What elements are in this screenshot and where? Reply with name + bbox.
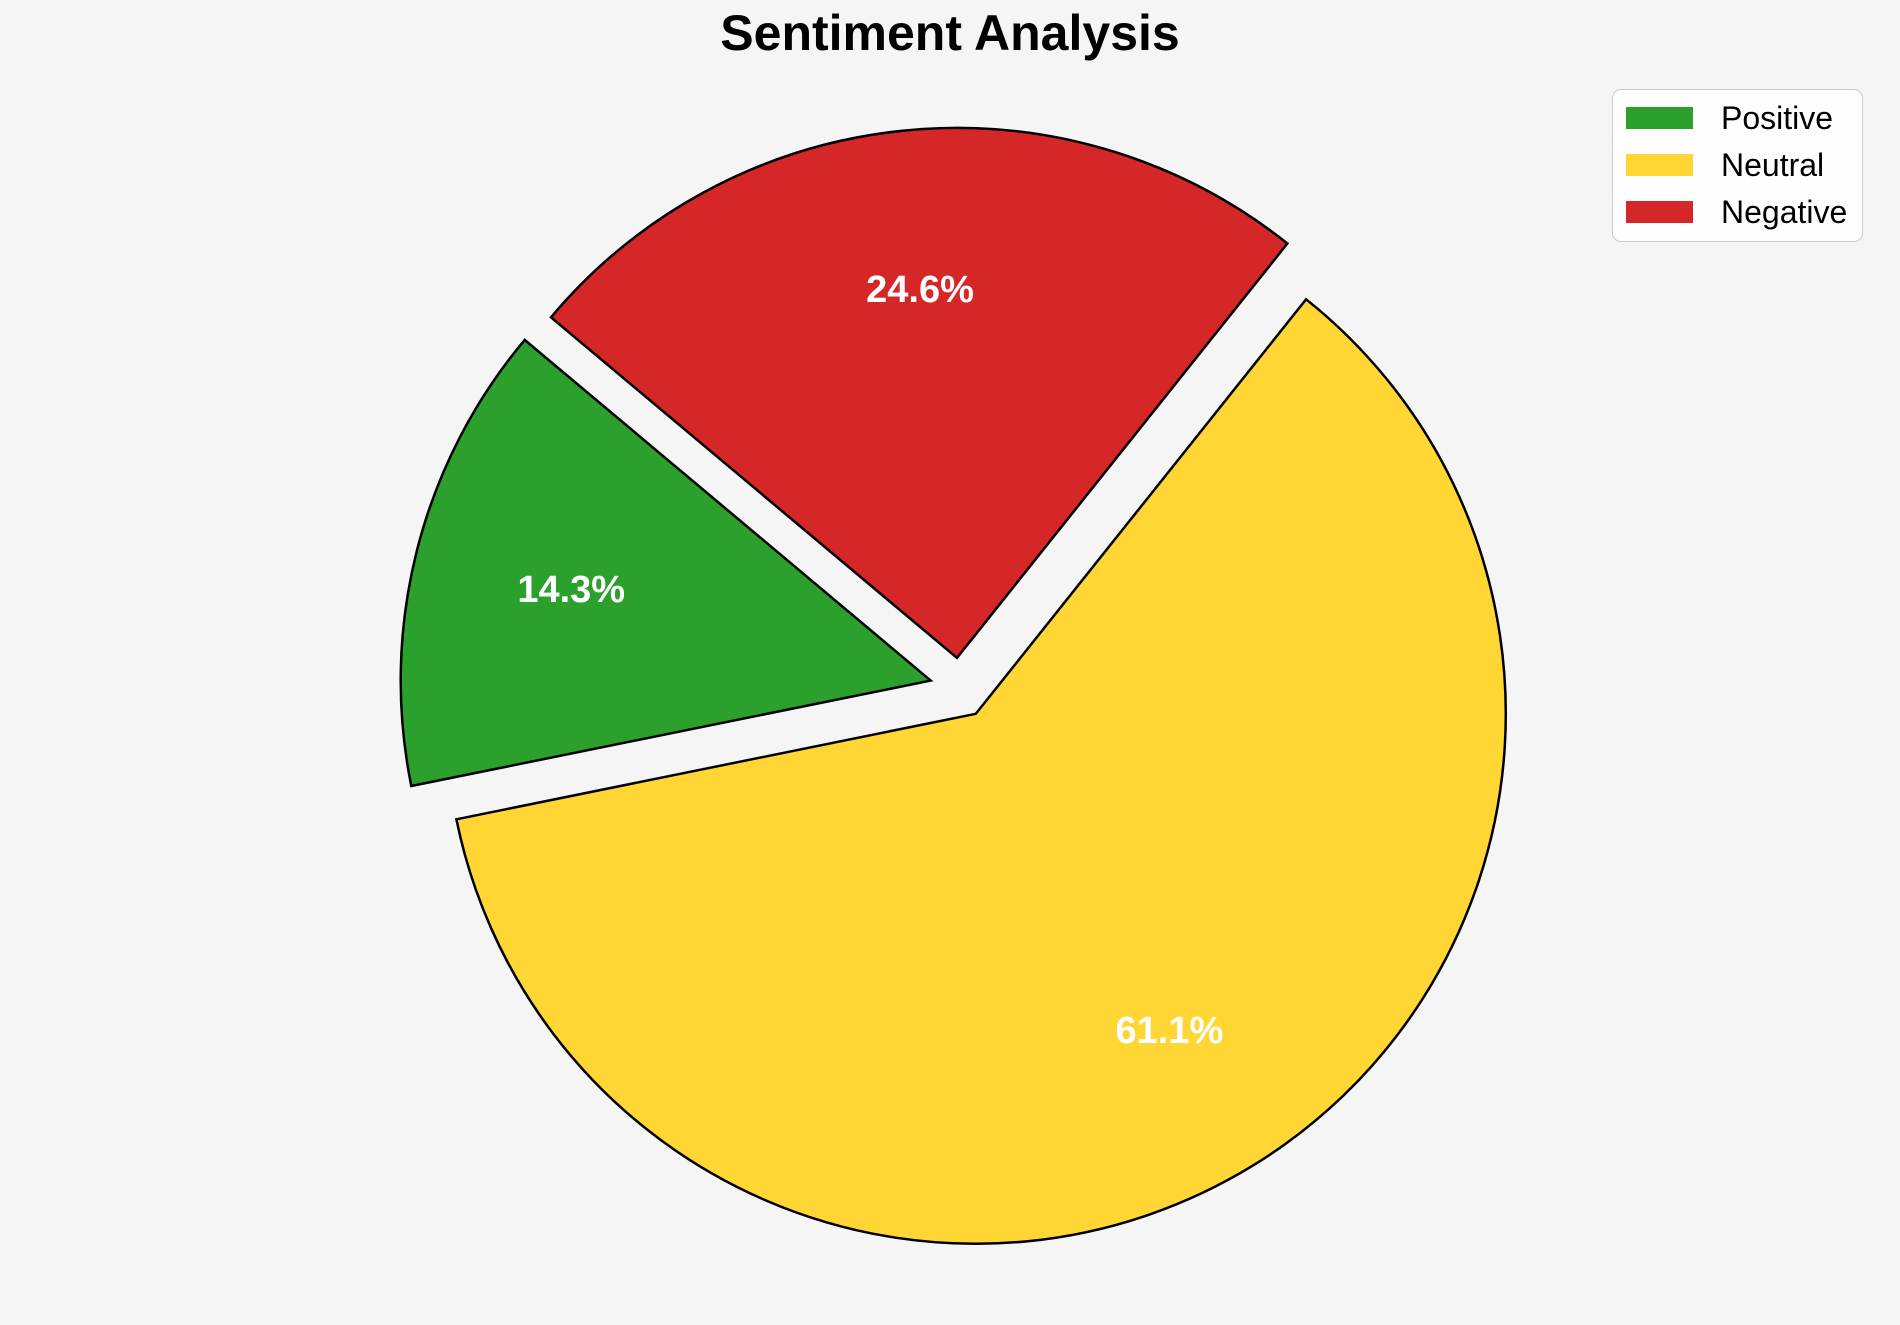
pie-label-positive: 14.3%	[517, 569, 625, 611]
pie-label-negative: 24.6%	[866, 269, 974, 311]
pie-label-neutral: 61.1%	[1116, 1010, 1224, 1052]
legend: Positive Neutral Negative	[1612, 89, 1863, 242]
legend-swatch-negative	[1626, 200, 1693, 223]
pie-slice-positive	[399, 338, 934, 788]
legend-label-positive: Positive	[1721, 99, 1834, 136]
legend-swatch-neutral	[1626, 153, 1693, 176]
chart-title: Sentiment Analysis	[720, 5, 1180, 61]
legend-swatch-positive	[1626, 106, 1693, 129]
legend-item-negative: Negative	[1626, 188, 1862, 235]
legend-item-positive: Positive	[1626, 94, 1862, 141]
legend-label-negative: Negative	[1721, 193, 1848, 230]
pie-slice-neutral	[454, 297, 1508, 1246]
legend-label-neutral: Neutral	[1721, 146, 1825, 183]
legend-item-neutral: Neutral	[1626, 141, 1862, 188]
pie-slice-negative	[549, 126, 1290, 660]
